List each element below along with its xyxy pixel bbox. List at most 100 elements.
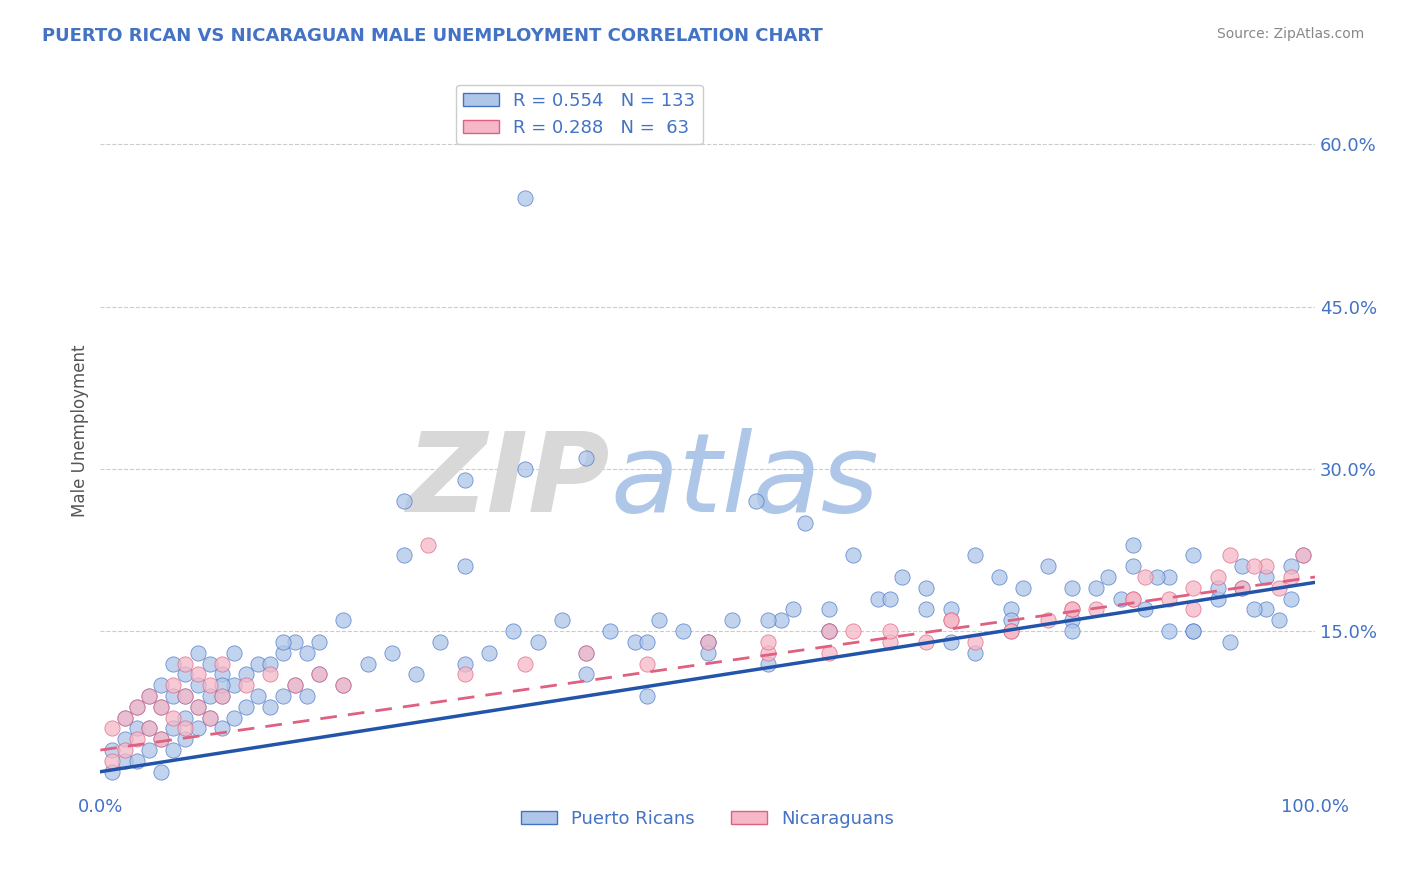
Point [575,450,598,465]
Point [879,624,901,638]
Point [636,635,658,649]
Point [769,613,792,627]
Point [186,699,208,714]
Point [599,624,621,638]
Point [648,613,671,627]
Point [818,602,841,616]
Point [1206,570,1229,584]
Point [866,591,889,606]
Point [1060,613,1083,627]
Point [150,699,173,714]
Point [114,711,136,725]
Point [198,678,221,692]
Point [247,689,270,703]
Text: PUERTO RICAN VS NICARAGUAN MALE UNEMPLOYMENT CORRELATION CHART: PUERTO RICAN VS NICARAGUAN MALE UNEMPLOY… [42,27,823,45]
Point [1267,613,1289,627]
Point [454,559,477,574]
Point [963,635,986,649]
Point [1122,559,1144,574]
Point [162,711,184,725]
Point [162,657,184,671]
Point [696,635,718,649]
Point [222,711,245,725]
Point [1122,591,1144,606]
Point [1230,581,1253,595]
Point [1206,581,1229,595]
Point [114,743,136,757]
Point [1267,581,1289,595]
Point [356,657,378,671]
Point [186,699,208,714]
Point [1243,559,1265,574]
Point [284,678,307,692]
Point [1292,549,1315,563]
Point [515,657,537,671]
Text: atlas: atlas [610,428,879,535]
Point [332,613,354,627]
Point [939,602,962,616]
Point [271,635,294,649]
Point [235,678,257,692]
Point [211,657,233,671]
Point [551,613,574,627]
Point [636,657,658,671]
Point [198,711,221,725]
Point [138,722,160,736]
Point [891,570,914,584]
Point [308,667,330,681]
Point [575,667,598,681]
Point [526,635,548,649]
Point [1085,602,1108,616]
Point [211,667,233,681]
Point [879,635,901,649]
Point [247,657,270,671]
Point [138,722,160,736]
Point [793,516,815,530]
Point [295,646,318,660]
Point [125,754,148,768]
Point [259,657,281,671]
Point [963,549,986,563]
Point [1159,624,1181,638]
Point [174,722,197,736]
Point [308,635,330,649]
Point [162,722,184,736]
Point [1279,570,1302,584]
Point [988,570,1011,584]
Point [818,646,841,660]
Point [939,635,962,649]
Point [381,646,404,660]
Point [114,711,136,725]
Point [1279,591,1302,606]
Point [271,646,294,660]
Point [271,689,294,703]
Point [174,711,197,725]
Point [1000,602,1022,616]
Point [1109,591,1132,606]
Point [198,711,221,725]
Point [211,689,233,703]
Point [186,646,208,660]
Point [758,635,780,649]
Point [1159,570,1181,584]
Point [1122,591,1144,606]
Point [150,699,173,714]
Point [1060,602,1083,616]
Point [1182,581,1205,595]
Point [915,635,938,649]
Point [1097,570,1119,584]
Point [1000,613,1022,627]
Point [332,678,354,692]
Point [1219,635,1241,649]
Point [842,624,865,638]
Point [114,732,136,747]
Point [939,613,962,627]
Point [1133,602,1156,616]
Point [454,657,477,671]
Point [758,646,780,660]
Point [1012,581,1035,595]
Point [818,624,841,638]
Point [575,646,598,660]
Point [721,613,744,627]
Point [1206,591,1229,606]
